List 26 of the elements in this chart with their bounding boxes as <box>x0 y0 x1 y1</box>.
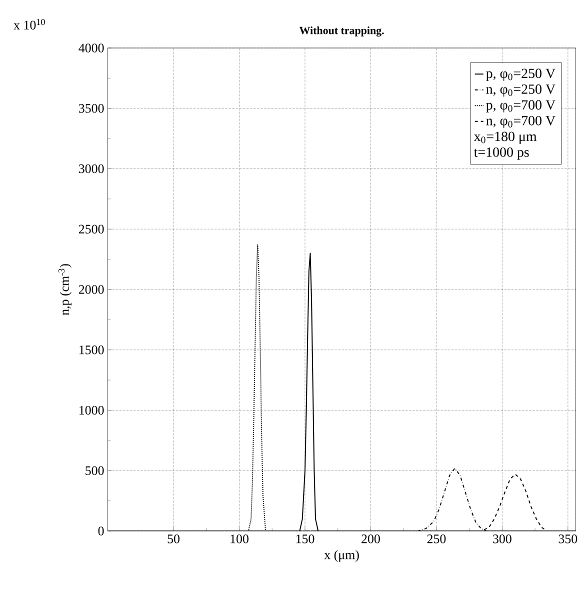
x-tick-label: 50 <box>168 534 180 544</box>
x-tick-label: 350 <box>558 534 578 544</box>
x-tick-label: 200 <box>362 534 380 544</box>
y-tick-label: 1000 <box>80 406 104 415</box>
y-tick-label: 3000 <box>79 164 104 174</box>
y-axis-title: n,p (cm$^{-3}$) <box>58 264 72 316</box>
x-axis-title: x (μm) <box>324 550 359 562</box>
annotation: t=1000 ps <box>474 147 529 160</box>
x-tick-label: 100 <box>230 534 249 544</box>
legend-label: p, φ$_{0}$=700 V <box>486 100 556 112</box>
y-tick-label: 1500 <box>80 346 104 354</box>
legend-label: p, φ$_{0}$=250 V <box>486 68 556 81</box>
legend-label: n, φ$_{0}$=250 V <box>486 84 556 97</box>
y-tick-label: 500 <box>86 466 104 475</box>
chart-title: Without trapping. <box>299 26 384 36</box>
y-tick-label: 0 <box>98 526 104 536</box>
y-tick-label: 2500 <box>78 224 104 234</box>
x-tick-label: 150 <box>296 534 314 544</box>
text: x 10$^{10}$ <box>14 18 45 30</box>
y-tick-label: 4000 <box>78 44 104 52</box>
legend-label: n, φ$_{0}$=700 V <box>486 116 556 128</box>
x-tick-label: 250 <box>427 534 446 544</box>
x-tick-label: 300 <box>493 534 512 544</box>
annotation: x$_{0}$=180 μm <box>474 132 537 144</box>
y-tick-label: 2000 <box>78 285 104 294</box>
y-tick-label: 3500 <box>79 104 104 113</box>
